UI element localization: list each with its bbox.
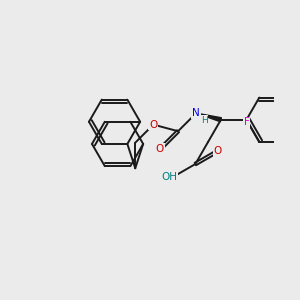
Text: O: O	[213, 146, 222, 156]
Text: O: O	[149, 120, 158, 130]
Text: OH: OH	[161, 172, 178, 182]
Polygon shape	[196, 113, 221, 122]
Text: N: N	[192, 108, 200, 118]
Text: F: F	[299, 118, 300, 128]
Text: F: F	[244, 118, 249, 128]
Text: H: H	[201, 116, 208, 125]
Text: O: O	[156, 144, 164, 154]
